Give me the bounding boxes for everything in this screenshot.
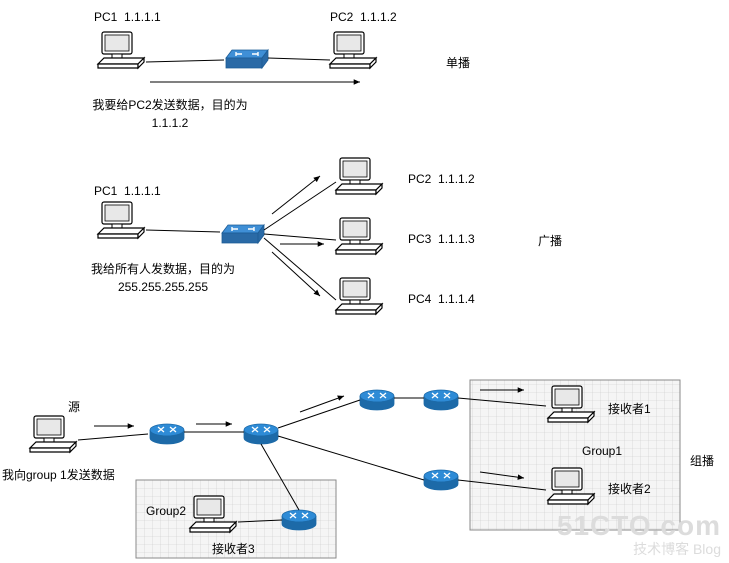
source-label: 源: [68, 398, 80, 415]
router-icon: [360, 390, 394, 410]
pc-icon: [98, 32, 144, 68]
pc2-label: PC2 1.1.1.2: [330, 10, 397, 24]
router-icon: [424, 470, 458, 490]
unicast-section: [98, 32, 376, 82]
unicast-caption: 我要给PC2发送数据，目的为1.1.1.2: [90, 96, 250, 132]
bc-pc4-label: PC4 1.1.1.4: [408, 292, 475, 306]
switch-icon: [222, 225, 264, 243]
bc-pc2-label: PC2 1.1.1.2: [408, 172, 475, 186]
router-icon: [150, 424, 184, 444]
router-icon: [282, 510, 316, 530]
multicast-caption: 我向group 1发送数据: [2, 466, 115, 483]
router-icon: [424, 390, 458, 410]
recv3-label: 接收者3: [212, 540, 255, 557]
pc-icon: [30, 416, 76, 452]
pc-icon: [98, 202, 144, 238]
multicast-section: [30, 380, 680, 558]
switch-icon: [226, 50, 268, 68]
pc-icon: [336, 278, 382, 314]
pc1-label: PC1 1.1.1.1: [94, 10, 161, 24]
broadcast-title: 广播: [538, 232, 562, 249]
unicast-title: 单播: [446, 54, 470, 71]
pc-icon: [330, 32, 376, 68]
recv2-label: 接收者2: [608, 480, 651, 497]
recv1-label: 接收者1: [608, 400, 651, 417]
router-icon: [244, 424, 278, 444]
group1-label: Group1: [582, 444, 622, 458]
bc-pc1-label: PC1 1.1.1.1: [94, 184, 161, 198]
group2-label: Group2: [146, 504, 186, 518]
pc-icon: [336, 218, 382, 254]
bc-pc3-label: PC3 1.1.1.3: [408, 232, 475, 246]
multicast-title: 组播: [690, 452, 714, 469]
pc-icon: [336, 158, 382, 194]
broadcast-caption: 我给所有人发数据，目的为255.255.255.255: [78, 260, 248, 296]
